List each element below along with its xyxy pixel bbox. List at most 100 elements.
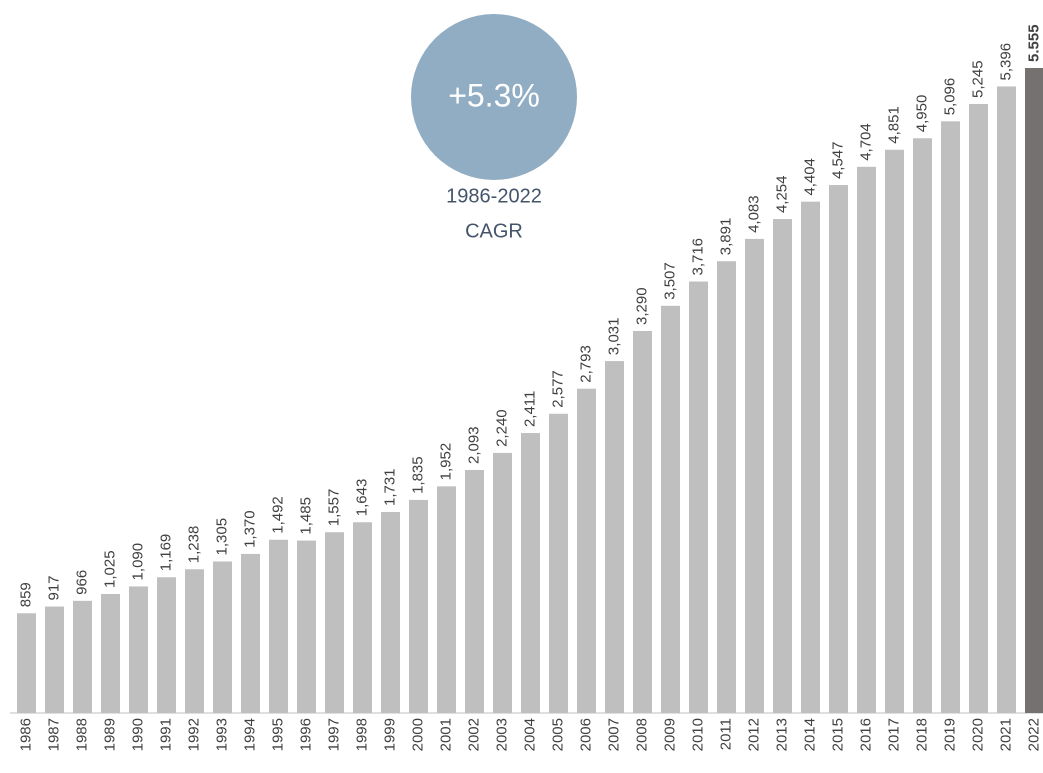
x-tick-label: 2014 — [801, 718, 818, 751]
value-label: 1,485 — [297, 497, 314, 535]
cagr-badge — [411, 14, 577, 180]
x-tick-label: 1987 — [45, 718, 62, 751]
x-tick-label: 2006 — [577, 718, 594, 751]
x-tick-label: 2019 — [941, 718, 958, 751]
value-label: 4,704 — [857, 123, 874, 161]
bar — [857, 166, 876, 713]
x-tick-label: 2008 — [633, 718, 650, 751]
bar — [773, 219, 792, 713]
bar — [633, 330, 652, 713]
bar — [689, 281, 708, 713]
x-tick-label: 2011 — [717, 718, 734, 750]
bar — [969, 103, 988, 713]
cagr-period: 1986-2022 — [446, 185, 542, 207]
value-label: 2,577 — [549, 370, 566, 408]
value-label: 4,083 — [745, 195, 762, 233]
value-label: 1,731 — [381, 468, 398, 506]
x-tick-label: 2009 — [661, 718, 678, 751]
value-label: 966 — [73, 570, 90, 595]
value-label: 4,404 — [801, 158, 818, 196]
value-label: 3,290 — [633, 287, 650, 325]
bar — [437, 486, 456, 713]
value-label: 4,254 — [773, 176, 790, 214]
x-tick-label: 2015 — [829, 718, 846, 751]
bar — [353, 522, 372, 713]
x-tick-label: 2005 — [549, 718, 566, 751]
value-label: 2,411 — [521, 391, 538, 427]
x-tick-label: 1986 — [17, 718, 34, 751]
value-label: 1,492 — [269, 496, 286, 534]
value-label: 3,716 — [689, 238, 706, 276]
value-label: 2,793 — [577, 345, 594, 383]
value-label: 4,950 — [913, 95, 930, 133]
value-label: 5,245 — [969, 60, 986, 98]
bar — [661, 305, 680, 713]
x-tick-label: 2017 — [885, 718, 902, 751]
value-label: 4,851 — [885, 106, 902, 144]
x-tick-label: 1992 — [185, 718, 202, 751]
cagr-value: +5.3% — [448, 77, 540, 113]
bar — [213, 561, 232, 713]
bar — [493, 452, 512, 713]
x-tick-label: 1997 — [325, 718, 342, 751]
x-tick-label: 1988 — [73, 718, 90, 751]
bar — [269, 539, 288, 713]
x-tick-label: 2002 — [465, 718, 482, 751]
value-label: 1,090 — [129, 543, 146, 581]
bar — [829, 185, 848, 713]
bar — [885, 149, 904, 714]
x-tick-label: 1990 — [129, 718, 146, 751]
bar — [465, 469, 484, 713]
value-label: 5,396 — [997, 43, 1014, 81]
value-label: 1,169 — [157, 534, 174, 572]
x-tick-label: 1994 — [241, 718, 258, 751]
x-tick-label: 1989 — [101, 718, 118, 751]
x-tick-label: 1996 — [297, 718, 314, 751]
x-tick-label: 2010 — [689, 718, 706, 751]
bar — [325, 532, 344, 713]
bar — [801, 201, 820, 713]
bar — [17, 613, 36, 713]
bar — [521, 433, 540, 713]
x-tick-label: 2007 — [605, 718, 622, 751]
x-tick-label: 2022 — [1025, 718, 1042, 751]
bar — [129, 586, 148, 713]
bar — [101, 593, 120, 713]
value-label: 1,952 — [437, 443, 454, 481]
value-label: 3,031 — [605, 318, 622, 356]
value-label: 1,835 — [409, 456, 426, 494]
x-tick-label: 1993 — [213, 718, 230, 751]
bar — [73, 600, 92, 713]
value-label: 859 — [17, 582, 34, 607]
x-tick-label: 1998 — [353, 718, 370, 751]
value-label: 2,240 — [493, 409, 510, 447]
x-tick-label: 2000 — [409, 718, 426, 751]
bar — [745, 238, 764, 713]
x-tick-label: 2003 — [493, 718, 510, 751]
bar — [717, 261, 736, 713]
value-label: 1,238 — [185, 526, 202, 564]
bar — [45, 606, 64, 713]
x-tick-label: 2004 — [521, 718, 538, 751]
bar — [185, 569, 204, 713]
bar — [409, 499, 428, 713]
value-label: 5,096 — [941, 78, 958, 116]
bar — [549, 413, 568, 713]
x-tick-label: 1995 — [269, 718, 286, 751]
bar — [1025, 68, 1043, 713]
x-tick-label: 2018 — [913, 718, 930, 751]
x-tick-label: 2020 — [969, 718, 986, 751]
x-tick-label: 2012 — [745, 718, 762, 751]
bar — [157, 577, 176, 713]
x-tick-label: 2001 — [437, 718, 454, 751]
value-label: 1,643 — [353, 479, 370, 517]
bar — [297, 540, 316, 713]
x-tick-label: 2013 — [773, 718, 790, 751]
bar — [241, 553, 260, 713]
x-tick-label: 2021 — [997, 718, 1014, 751]
cagr-label: CAGR — [465, 220, 523, 242]
x-tick-label: 1991 — [157, 718, 174, 751]
x-tick-label: 2016 — [857, 718, 874, 751]
bar — [913, 138, 932, 713]
